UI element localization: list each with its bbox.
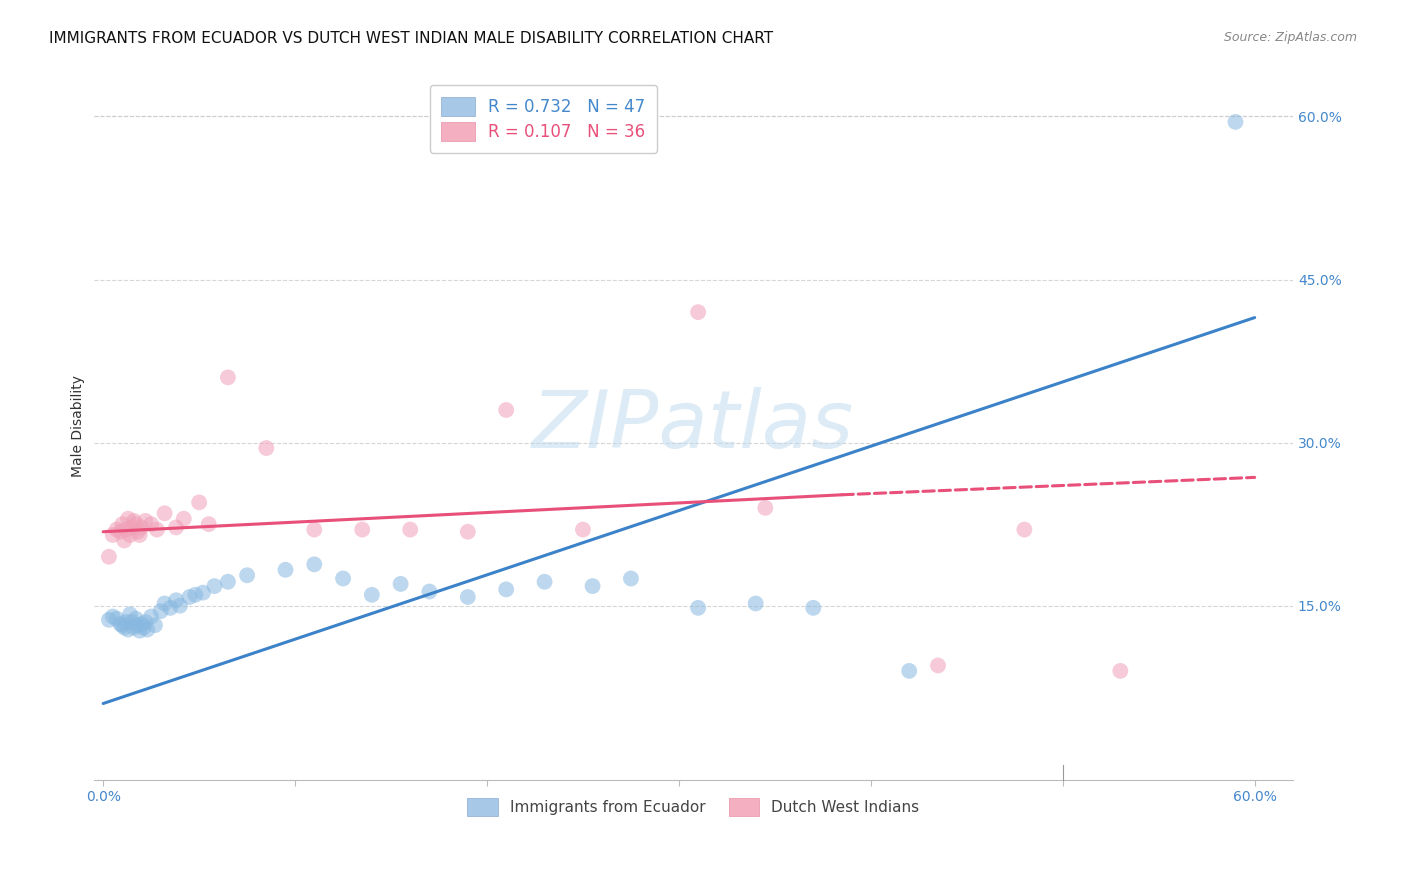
Point	[143, 618, 166, 632]
Point	[110, 524, 132, 539]
Point	[197, 517, 219, 532]
Point	[688, 600, 710, 615]
Point	[801, 600, 824, 615]
Point	[332, 572, 354, 586]
Point	[399, 523, 422, 537]
Point	[304, 523, 326, 537]
Point	[217, 574, 239, 589]
Point	[122, 620, 145, 634]
Point	[112, 620, 135, 634]
Point	[352, 523, 374, 537]
Point	[533, 574, 555, 589]
Point	[118, 528, 141, 542]
Point	[127, 618, 149, 632]
Text: ZIPatlas: ZIPatlas	[533, 387, 855, 466]
Point	[131, 617, 153, 632]
Point	[418, 584, 440, 599]
Point	[141, 609, 163, 624]
Point	[1109, 664, 1132, 678]
Point	[581, 579, 603, 593]
Point	[97, 549, 120, 564]
Point	[111, 618, 134, 632]
Point	[179, 590, 201, 604]
Point	[217, 370, 239, 384]
Point	[101, 609, 124, 624]
Point	[389, 577, 412, 591]
Point	[572, 523, 595, 537]
Point	[111, 517, 134, 532]
Point	[457, 524, 479, 539]
Point	[1225, 115, 1247, 129]
Point	[457, 590, 479, 604]
Point	[125, 517, 148, 532]
Point	[112, 533, 135, 548]
Point	[360, 588, 382, 602]
Point	[754, 500, 776, 515]
Point	[184, 588, 207, 602]
Point	[115, 523, 138, 537]
Text: Source: ZipAtlas.com: Source: ZipAtlas.com	[1223, 31, 1357, 45]
Point	[898, 664, 921, 678]
Point	[146, 523, 169, 537]
Point	[110, 617, 132, 632]
Point	[495, 403, 517, 417]
Point	[304, 558, 326, 572]
Point	[204, 579, 226, 593]
Point	[141, 517, 163, 532]
Point	[132, 620, 155, 634]
Point	[117, 623, 139, 637]
Point	[118, 607, 141, 622]
Text: IMMIGRANTS FROM ECUADOR VS DUTCH WEST INDIAN MALE DISABILITY CORRELATION CHART: IMMIGRANTS FROM ECUADOR VS DUTCH WEST IN…	[49, 31, 773, 46]
Point	[117, 511, 139, 525]
Point	[105, 523, 128, 537]
Point	[1014, 523, 1036, 537]
Point	[127, 524, 149, 539]
Point	[688, 305, 710, 319]
Point	[191, 585, 214, 599]
Point	[105, 612, 128, 626]
Point	[927, 658, 949, 673]
Point	[165, 520, 187, 534]
Point	[128, 528, 150, 542]
Point	[101, 528, 124, 542]
Point	[274, 563, 297, 577]
Point	[159, 600, 181, 615]
Point	[173, 511, 195, 525]
Point	[125, 612, 148, 626]
Point	[153, 597, 176, 611]
Point	[236, 568, 259, 582]
Point	[744, 597, 766, 611]
Point	[136, 623, 159, 637]
Point	[121, 615, 143, 629]
Point	[169, 599, 191, 613]
Legend: Immigrants from Ecuador, Dutch West Indians: Immigrants from Ecuador, Dutch West Indi…	[458, 789, 928, 825]
Y-axis label: Male Disability: Male Disability	[72, 376, 86, 477]
Point	[165, 593, 187, 607]
Point	[188, 495, 211, 509]
Point	[97, 613, 120, 627]
Point	[149, 604, 172, 618]
Point	[131, 520, 153, 534]
Point	[495, 582, 517, 597]
Point	[122, 514, 145, 528]
Point	[128, 624, 150, 638]
Point	[134, 615, 156, 629]
Point	[254, 441, 277, 455]
Point	[134, 514, 156, 528]
Point	[153, 506, 176, 520]
Point	[121, 520, 143, 534]
Point	[115, 615, 138, 629]
Point	[620, 572, 643, 586]
